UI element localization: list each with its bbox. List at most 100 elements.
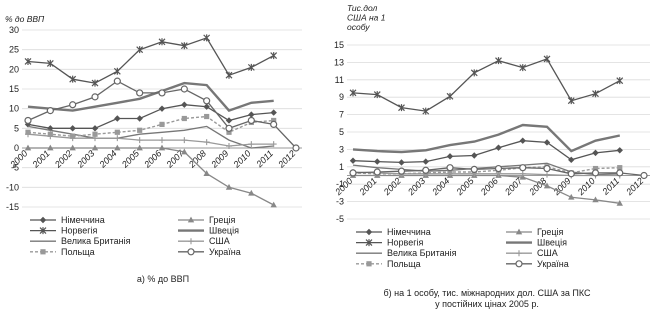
data-point (225, 71, 233, 79)
x-tick-label: 2010 (575, 176, 597, 198)
y-tick-label: -15 (6, 202, 19, 212)
legend-item: Норвегія (356, 238, 423, 248)
data-point (203, 103, 210, 110)
x-tick-label: 2002 (381, 176, 403, 198)
data-point (495, 144, 502, 151)
data-point (616, 147, 623, 154)
series-line (352, 123, 621, 154)
legend-item: США (506, 248, 558, 258)
data-point (568, 156, 575, 164)
x-tick-label: 2010 (231, 148, 253, 170)
legend-label: Німеччина (61, 215, 105, 225)
data-point (203, 139, 210, 146)
series-line (353, 174, 620, 204)
data-point (181, 101, 188, 108)
legend-label: США (537, 248, 558, 258)
y-tick-label: 7 (339, 110, 344, 120)
x-tick-label: 2001 (30, 148, 52, 170)
legend: Німеччина Греція Норвегія Швеція Велика Брит… (356, 227, 569, 269)
y-tick-label: 25 (9, 45, 19, 55)
legend-item: Греція (506, 227, 564, 237)
x-tick-label: 2006 (478, 176, 500, 198)
x-tick-label: 2005 (119, 148, 142, 171)
data-point (203, 97, 211, 105)
data-point (180, 85, 188, 93)
data-point (137, 127, 143, 133)
x-tick-label: 2004 (429, 176, 451, 198)
legend-item: Польща (356, 259, 421, 269)
data-point (91, 93, 99, 101)
data-point (543, 164, 551, 173)
data-point (470, 165, 478, 174)
data-point (91, 79, 99, 87)
x-tick-label: 2011 (254, 148, 275, 169)
y-tick-label: 13 (334, 57, 344, 67)
y-tick-label: 15 (334, 40, 344, 50)
data-point (136, 144, 143, 151)
data-point (25, 129, 31, 135)
legend-marker (515, 228, 523, 235)
data-point (446, 92, 454, 100)
series-україна (349, 164, 648, 180)
data-point (69, 101, 77, 109)
x-tick-label: 2003 (405, 176, 427, 198)
data-point (203, 34, 211, 42)
data-point (543, 139, 551, 146)
x-tick-label: 2004 (97, 148, 119, 170)
y-tick-label: 0 (14, 143, 19, 153)
legend-label: Норвегія (387, 238, 423, 248)
series-line (352, 162, 620, 176)
y-tick-label: -10 (6, 182, 19, 192)
data-point (422, 107, 430, 115)
data-point (113, 67, 121, 75)
data-point (91, 125, 99, 132)
series-норвегія (349, 55, 624, 115)
data-point (270, 120, 278, 129)
x-tick-label: 2009 (551, 176, 573, 198)
caption-a: а) % до ВВП (137, 274, 189, 284)
data-point (114, 135, 121, 142)
legend-item: Велика Британія (30, 236, 131, 246)
legend-item: Швеція (506, 238, 567, 248)
data-point (225, 124, 233, 132)
y-tick-label: -3 (336, 197, 344, 207)
y-axis-label-line: США на 1 (347, 13, 386, 23)
y-tick-label: 3 (339, 144, 344, 154)
series-греція (24, 144, 277, 208)
data-point (24, 144, 32, 151)
data-point (225, 117, 233, 124)
y-tick-label: -1 (336, 179, 344, 189)
x-tick-label: 2008 (186, 148, 208, 170)
series-швеція (352, 123, 621, 154)
data-point (397, 167, 406, 175)
data-point (159, 121, 165, 127)
data-point (47, 131, 53, 137)
data-point (422, 158, 429, 165)
data-point (270, 109, 277, 116)
legend-label: Греція (209, 215, 236, 225)
data-point (181, 137, 188, 144)
data-point (159, 137, 165, 144)
legend-item: Греція (178, 215, 236, 225)
legend-item: Польща (30, 247, 95, 257)
series-line (27, 115, 274, 137)
x-tick-label: 2012 (275, 148, 297, 170)
data-point (271, 117, 277, 124)
data-point (519, 164, 527, 172)
data-point (114, 129, 120, 135)
series-польща (25, 113, 277, 139)
legend-marker (515, 260, 523, 268)
series-line (352, 140, 620, 164)
data-point (158, 144, 166, 151)
data-point (494, 164, 503, 173)
data-point (69, 75, 77, 83)
legend: Німеччина Греція Норвегія Швеція Велика Брит… (30, 215, 241, 257)
legend-item: Україна (506, 259, 569, 269)
data-point (158, 38, 166, 46)
data-point (567, 97, 575, 105)
data-point (158, 105, 166, 112)
y-tick-label: 11 (335, 75, 344, 85)
data-point (248, 189, 255, 196)
legend-item: Велика Британія (356, 248, 457, 258)
